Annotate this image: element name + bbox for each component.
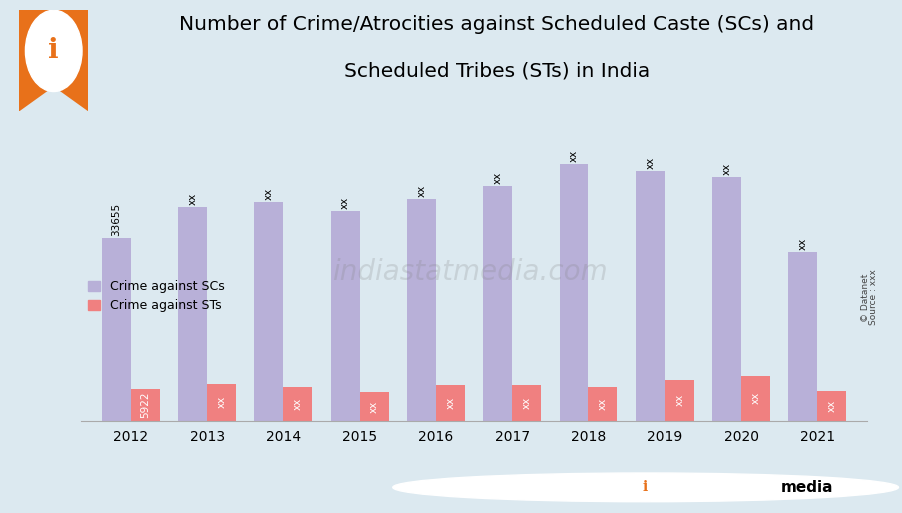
Bar (131, 388, 160, 421)
Text: xx: xx (797, 238, 807, 250)
Text: indiastat: indiastat (672, 480, 749, 495)
Text: xx: xx (263, 188, 273, 200)
Text: xx: xx (597, 398, 607, 410)
Text: xx: xx (645, 157, 655, 169)
Bar (283, 387, 312, 421)
Bar (741, 376, 769, 421)
Text: i: i (642, 480, 648, 495)
Text: xx: xx (445, 397, 455, 409)
Polygon shape (20, 87, 88, 111)
Text: xx: xx (416, 185, 426, 197)
Bar (207, 384, 235, 421)
Text: 5922: 5922 (140, 391, 150, 418)
Text: Scheduled Tribes (STs) in India: Scheduled Tribes (STs) in India (343, 62, 649, 81)
Legend: Crime against SCs, Crime against STs: Crime against SCs, Crime against STs (87, 280, 225, 312)
Text: Number of Crime/Atrocities against Scheduled Caste (SCs) and: Number of Crime/Atrocities against Sched… (179, 15, 814, 34)
Text: xx: xx (369, 401, 379, 412)
Circle shape (25, 10, 82, 91)
Text: xx: xx (340, 196, 350, 209)
Text: xx: xx (674, 394, 684, 406)
Text: media: media (780, 480, 833, 495)
Bar (712, 177, 741, 421)
Bar (816, 390, 845, 421)
Text: xx: xx (568, 149, 578, 162)
Text: Source : xxx: Source : xxx (868, 270, 877, 325)
Bar (588, 387, 617, 421)
Text: © Datanet: © Datanet (860, 273, 869, 322)
FancyBboxPatch shape (20, 10, 88, 111)
Text: xx: xx (292, 398, 302, 410)
Bar (483, 186, 511, 421)
Text: xx: xx (492, 172, 502, 184)
Text: xx: xx (521, 397, 531, 409)
Text: i: i (49, 37, 59, 65)
Text: xx: xx (188, 192, 198, 205)
Text: xx: xx (826, 400, 836, 412)
Text: indiastatmedia.com: indiastatmedia.com (331, 258, 607, 286)
Bar (559, 164, 588, 421)
Bar (511, 385, 540, 421)
Bar (436, 385, 465, 421)
Bar (102, 238, 131, 421)
Bar (407, 199, 436, 421)
Bar (787, 252, 816, 421)
Text: xx: xx (721, 163, 731, 175)
Bar (664, 380, 693, 421)
Text: xx: xx (750, 392, 759, 404)
Text: 33655: 33655 (111, 203, 121, 236)
Bar (359, 392, 388, 421)
Bar (330, 211, 359, 421)
Bar (635, 171, 664, 421)
Circle shape (392, 473, 897, 502)
Bar (254, 202, 283, 421)
Bar (178, 207, 207, 421)
Text: xx: xx (216, 396, 226, 408)
